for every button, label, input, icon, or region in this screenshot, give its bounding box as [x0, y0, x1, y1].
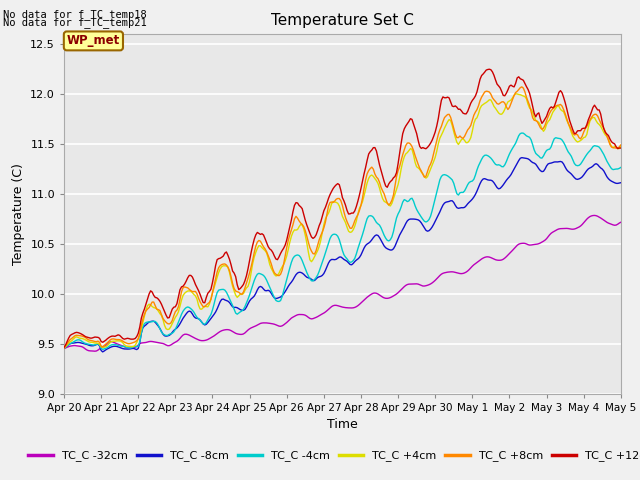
Text: No data for f_TC_temp21: No data for f_TC_temp21: [3, 17, 147, 28]
Y-axis label: Temperature (C): Temperature (C): [12, 163, 25, 264]
Legend: TC_C -32cm, TC_C -8cm, TC_C -4cm, TC_C +4cm, TC_C +8cm, TC_C +12cm: TC_C -32cm, TC_C -8cm, TC_C -4cm, TC_C +…: [24, 446, 640, 466]
X-axis label: Time: Time: [327, 418, 358, 431]
Title: Temperature Set C: Temperature Set C: [271, 13, 414, 28]
Text: No data for f_TC_temp18: No data for f_TC_temp18: [3, 9, 147, 20]
Text: WP_met: WP_met: [67, 35, 120, 48]
